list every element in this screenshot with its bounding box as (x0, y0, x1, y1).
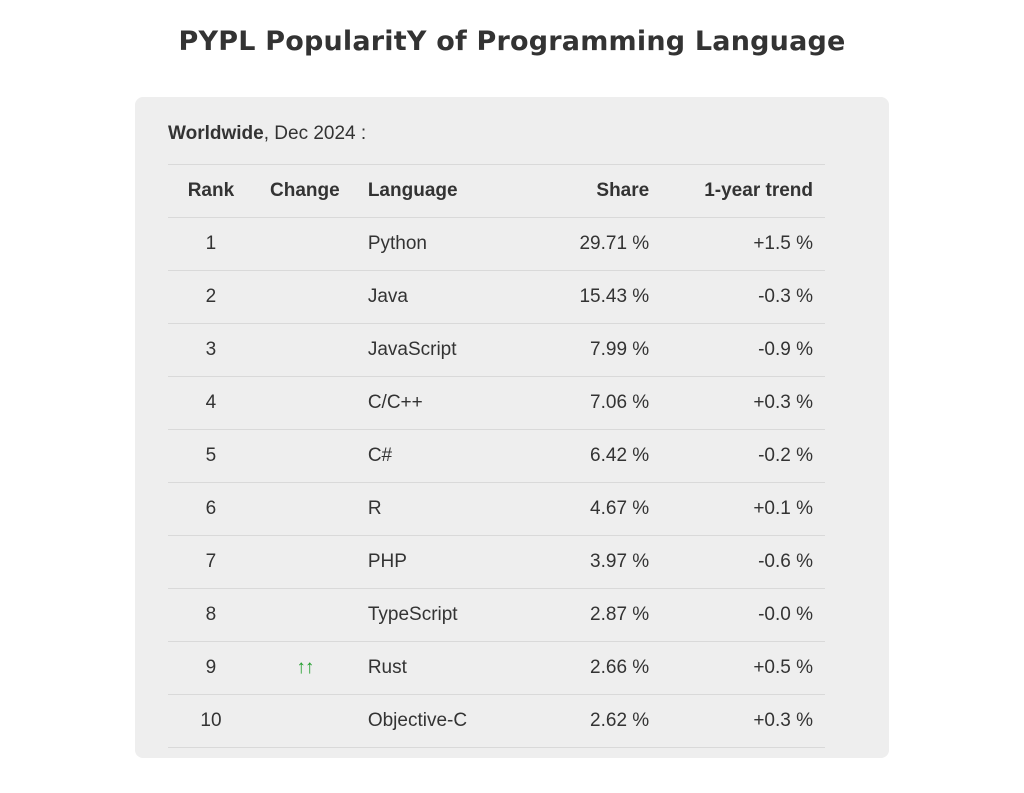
share-cell: 7.06 % (529, 376, 662, 430)
language-cell: Java (355, 270, 530, 324)
trend-cell: +0.1 % (661, 482, 825, 536)
table-row: 8 TypeScript 2.87 % -0.0 % (168, 588, 825, 642)
change-cell (253, 270, 356, 324)
rank-cell: 10 (168, 694, 254, 748)
table-row: 10 Objective-C 2.62 % +0.3 % (168, 694, 825, 748)
language-cell: C/C++ (355, 376, 530, 430)
rank-cell: 3 (168, 323, 254, 377)
rank-cell: 9 (168, 641, 254, 695)
change-cell (253, 323, 356, 377)
ranking-card: Worldwide, Dec 2024 : Rank Change Langua… (135, 97, 889, 758)
change-cell (253, 694, 356, 748)
rank-cell: 7 (168, 535, 254, 589)
language-cell: JavaScript (355, 323, 530, 377)
change-cell (253, 482, 356, 536)
language-cell: R (355, 482, 530, 536)
table-row: 4 C/C++ 7.06 % +0.3 % (168, 376, 825, 430)
change-cell: ↑↑ (253, 641, 356, 695)
rank-cell: 1 (168, 217, 254, 271)
rank-cell: 8 (168, 588, 254, 642)
table-row: 1 Python 29.71 % +1.5 % (168, 217, 825, 271)
trend-cell: +0.3 % (661, 376, 825, 430)
language-cell: Python (355, 217, 530, 271)
rank-cell: 5 (168, 429, 254, 483)
trend-cell: +0.5 % (661, 641, 825, 695)
column-header-trend[interactable]: 1-year trend (661, 164, 825, 218)
language-cell: Rust (355, 641, 530, 695)
language-cell: TypeScript (355, 588, 530, 642)
trend-cell: +1.5 % (661, 217, 825, 271)
table-row: 7 PHP 3.97 % -0.6 % (168, 535, 825, 589)
table-row: 2 Java 15.43 % -0.3 % (168, 270, 825, 324)
change-cell (253, 217, 356, 271)
trend-cell: -0.6 % (661, 535, 825, 589)
change-cell (253, 376, 356, 430)
trend-cell: -0.9 % (661, 323, 825, 377)
share-cell: 2.62 % (529, 694, 662, 748)
column-header-change[interactable]: Change (253, 164, 356, 218)
table-row: 3 JavaScript 7.99 % -0.9 % (168, 323, 825, 377)
column-header-rank[interactable]: Rank (168, 164, 254, 218)
double-up-arrow-icon: ↑↑ (296, 657, 314, 678)
region-name: Worldwide (168, 123, 264, 144)
share-cell: 2.87 % (529, 588, 662, 642)
trend-cell: +0.3 % (661, 694, 825, 748)
language-cell: PHP (355, 535, 530, 589)
language-cell: Objective-C (355, 694, 530, 748)
share-cell: 4.67 % (529, 482, 662, 536)
trend-cell: -0.3 % (661, 270, 825, 324)
table-row: 6 R 4.67 % +0.1 % (168, 482, 825, 536)
share-cell: 29.71 % (529, 217, 662, 271)
column-header-share[interactable]: Share (529, 164, 662, 218)
share-cell: 15.43 % (529, 270, 662, 324)
table-row: 9 ↑↑ Rust 2.66 % +0.5 % (168, 641, 825, 695)
table-row: 5 C# 6.42 % -0.2 % (168, 429, 825, 483)
share-cell: 6.42 % (529, 429, 662, 483)
ranking-table: Rank Change Language Share 1-year trend … (168, 164, 825, 748)
language-cell: C# (355, 429, 530, 483)
share-cell: 3.97 % (529, 535, 662, 589)
change-cell (253, 535, 356, 589)
trend-cell: -0.0 % (661, 588, 825, 642)
share-cell: 2.66 % (529, 641, 662, 695)
share-cell: 7.99 % (529, 323, 662, 377)
region-date: , Dec 2024 : (263, 123, 367, 144)
rank-cell: 6 (168, 482, 254, 536)
region-line: Worldwide, Dec 2024 : (168, 123, 366, 145)
column-header-language[interactable]: Language (355, 164, 530, 218)
page-title: PYPL PopularitY of Programming Language (178, 26, 846, 57)
table-header-row: Rank Change Language Share 1-year trend (168, 164, 825, 218)
change-cell (253, 429, 356, 483)
trend-cell: -0.2 % (661, 429, 825, 483)
change-cell (253, 588, 356, 642)
rank-cell: 4 (168, 376, 254, 430)
rank-cell: 2 (168, 270, 254, 324)
